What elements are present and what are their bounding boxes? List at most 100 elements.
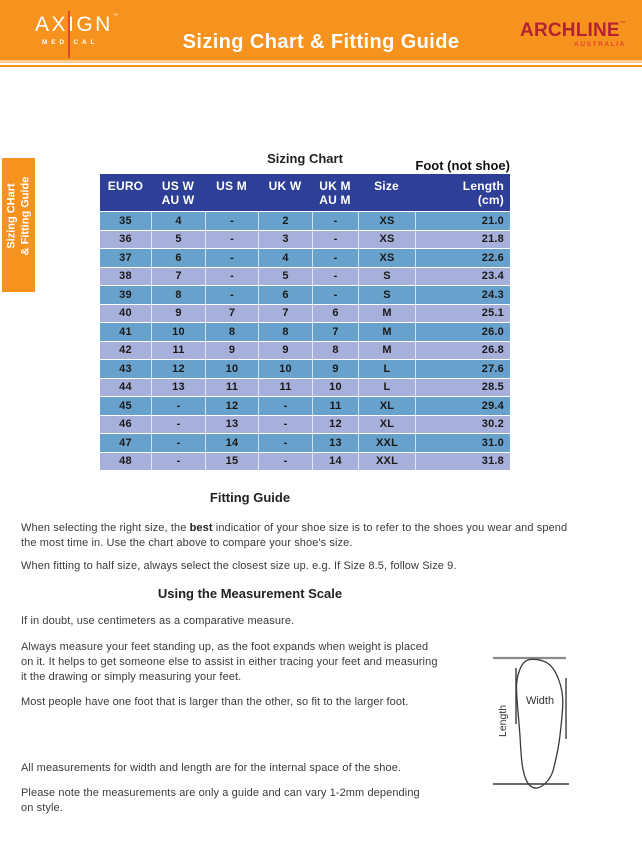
table-row: 35 4-2- XS 21.0	[100, 211, 510, 230]
width-label: Width	[526, 695, 554, 707]
side-tab-label: Sizing CHart & Fitting Guide	[5, 154, 33, 278]
table-cell: -	[205, 249, 258, 267]
archline-logo-name: ARCHLINE™	[520, 21, 626, 40]
column-header-label: US M	[216, 179, 247, 193]
table-cell: 37	[119, 251, 132, 264]
table-cell: XXL	[358, 452, 415, 470]
page-title: Sizing Chart & Fitting Guide	[182, 31, 460, 53]
table-cell: 47	[119, 436, 132, 449]
table-header-row: EURO US W AU W US M UK W UK M AU M Size Length (c…	[100, 174, 510, 211]
table-cell: M	[358, 323, 415, 341]
table-cell: 4	[151, 212, 205, 230]
table-row: 46-13-12 XL 30.2	[100, 414, 510, 433]
table-cell: 10	[258, 360, 312, 378]
table-cell: -	[151, 434, 205, 452]
table-cell: 46	[119, 418, 132, 431]
table-cell: 12	[312, 415, 358, 433]
table-cell: 7	[151, 267, 205, 285]
table-cell: L	[358, 360, 415, 378]
column-header: Size	[358, 174, 415, 211]
table-cell: -	[205, 267, 258, 285]
archline-trademark: ™	[619, 21, 626, 27]
table-cell: 8	[258, 323, 312, 341]
table-cell: XL	[358, 415, 415, 433]
table-cell: 14	[205, 434, 258, 452]
table-cell: 2	[258, 212, 312, 230]
header-banner: AXIGN™ MEDICAL Sizing Chart & Fitting Gu…	[0, 0, 642, 60]
archline-logo-text: ARCHLINE	[520, 20, 620, 41]
table-cell: 15	[205, 452, 258, 470]
table-cell: -	[205, 286, 258, 304]
table-cell: 21.0	[415, 212, 510, 230]
table-cell: -	[151, 452, 205, 470]
table-cell: 22.6	[415, 249, 510, 267]
table-cell: 5	[258, 267, 312, 285]
table-cell: 41	[119, 325, 132, 338]
banner-gap	[0, 63, 642, 65]
measurement-paragraph-2: Always measure your feet standing up, as…	[21, 641, 438, 683]
table-row: 40 9 7 7 6 M 25.1	[100, 303, 510, 322]
table-cell: S	[358, 286, 415, 304]
table-row: 41 10 8 8 7 M 26.0	[100, 322, 510, 341]
table-row: 48-15-14 XXL 31.8	[100, 451, 510, 470]
axign-logo-red-line	[68, 11, 70, 58]
column-header-sublabel: AU W	[161, 193, 195, 207]
measurement-paragraph-4: All measurements for width and length ar…	[21, 762, 402, 774]
table-cell: 40	[119, 307, 132, 320]
table-row: 38 7-5- S 23.4	[100, 266, 510, 285]
column-header-label: UK M	[319, 179, 351, 193]
side-tab-line1: Sizing CHart	[4, 183, 17, 249]
table-cell: 25.1	[415, 304, 510, 322]
table-cell: 13	[205, 415, 258, 433]
table-cell: -	[258, 452, 312, 470]
axign-logo-text: AXIGN	[35, 13, 113, 36]
table-cell: 23.4	[415, 267, 510, 285]
table-row: 44 13 11 11 10 L 28.5	[100, 377, 510, 396]
table-cell: 12	[205, 397, 258, 415]
table-cell: 36	[119, 233, 132, 246]
table-cell: S	[358, 267, 415, 285]
table-cell: XL	[358, 397, 415, 415]
table-cell: 48	[119, 455, 132, 468]
side-tab: Sizing CHart & Fitting Guide	[2, 158, 35, 292]
table-cell: 26.8	[415, 341, 510, 359]
table-row: 37 6-4- XS 22.6	[100, 248, 510, 267]
banner-divider-line	[0, 65, 642, 67]
table-cell: 39	[119, 288, 132, 301]
table-cell: 11	[151, 341, 205, 359]
table-cell: 28.5	[415, 378, 510, 396]
column-header: US W AU W	[151, 174, 205, 211]
column-header-label: US W	[161, 179, 195, 193]
table-cell: 12	[151, 360, 205, 378]
length-label: Length	[497, 705, 509, 737]
archline-logo: ARCHLINE™ AUSTRALIA	[520, 21, 626, 48]
table-cell: -	[205, 230, 258, 248]
table-cell: M	[358, 341, 415, 359]
measurement-scale-heading: Using the Measurement Scale	[157, 586, 343, 601]
table-cell: 8	[151, 286, 205, 304]
table-cell: 6	[151, 249, 205, 267]
table-cell: 43	[119, 362, 132, 375]
fitting-paragraph-1: When selecting the right size, the best …	[21, 521, 636, 551]
table-cell: 35	[119, 214, 132, 227]
table-row: 39 8-6- S 24.3	[100, 285, 510, 304]
table-cell: 7	[312, 323, 358, 341]
table-cell: 9	[258, 341, 312, 359]
table-cell: 7	[258, 304, 312, 322]
table-cell: -	[258, 397, 312, 415]
table-cell: 11	[312, 397, 358, 415]
table-cell: 38	[119, 270, 132, 283]
table-cell: 8	[312, 341, 358, 359]
table-cell: 13	[151, 378, 205, 396]
table-cell: 31.0	[415, 434, 510, 452]
axign-logo: AXIGN™ MEDICAL	[35, 11, 118, 58]
column-header-sublabel: (cm)	[477, 193, 504, 207]
archline-logo-subtext: AUSTRALIA	[574, 41, 626, 48]
table-cell: 26.0	[415, 323, 510, 341]
table-cell: 3	[258, 230, 312, 248]
table-cell: -	[151, 397, 205, 415]
table-cell: -	[312, 212, 358, 230]
table-cell: L	[358, 378, 415, 396]
measurement-paragraph-5: Please note the measurements are only a …	[21, 787, 420, 814]
